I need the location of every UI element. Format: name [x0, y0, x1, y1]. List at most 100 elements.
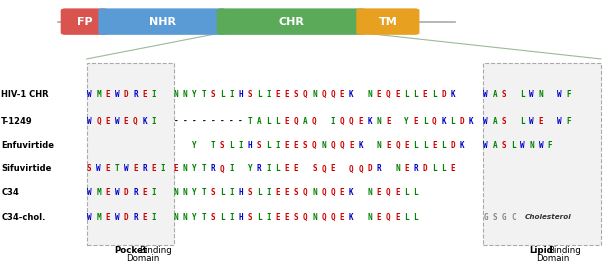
- Text: L: L: [511, 141, 515, 150]
- Text: N: N: [367, 188, 372, 197]
- Text: H: H: [239, 90, 243, 99]
- Text: E: E: [285, 117, 289, 126]
- Text: E: E: [294, 141, 298, 150]
- Text: E: E: [340, 188, 344, 197]
- Text: L: L: [413, 213, 418, 222]
- Text: Q: Q: [331, 188, 335, 197]
- Text: E: E: [432, 141, 436, 150]
- Text: L: L: [229, 141, 234, 150]
- Text: I: I: [229, 90, 234, 99]
- Text: E: E: [285, 90, 289, 99]
- Text: S: S: [312, 165, 317, 173]
- Text: N: N: [312, 213, 317, 222]
- Text: Q: Q: [294, 117, 298, 126]
- Text: Domain: Domain: [537, 254, 569, 262]
- Text: E: E: [294, 165, 298, 173]
- Text: K: K: [450, 90, 455, 99]
- Text: A: A: [257, 117, 262, 126]
- Text: L: L: [220, 188, 225, 197]
- Text: E: E: [331, 165, 335, 173]
- Text: L: L: [423, 141, 427, 150]
- Text: L: L: [257, 213, 262, 222]
- Text: W: W: [96, 165, 101, 173]
- Text: S: S: [502, 141, 506, 150]
- Text: W: W: [87, 213, 92, 222]
- Text: Binding: Binding: [140, 246, 172, 255]
- Text: E: E: [349, 141, 354, 150]
- Text: G: G: [483, 213, 488, 222]
- Text: Y: Y: [404, 117, 409, 126]
- Text: Pocket: Pocket: [114, 246, 147, 255]
- Text: D: D: [124, 188, 129, 197]
- Text: Cholesterol: Cholesterol: [525, 215, 572, 220]
- Text: N: N: [529, 141, 534, 150]
- Text: T: T: [202, 188, 206, 197]
- Text: I: I: [152, 188, 156, 197]
- Text: Y: Y: [192, 213, 197, 222]
- Text: E: E: [275, 90, 280, 99]
- Text: A: A: [303, 117, 308, 126]
- Text: W: W: [115, 188, 119, 197]
- Text: E: E: [377, 213, 381, 222]
- Text: L: L: [450, 117, 455, 126]
- FancyBboxPatch shape: [61, 8, 108, 35]
- Text: S: S: [502, 117, 506, 126]
- Text: D: D: [450, 141, 455, 150]
- Text: N: N: [367, 213, 372, 222]
- FancyBboxPatch shape: [356, 8, 419, 35]
- Text: Q: Q: [331, 141, 335, 150]
- Text: Domain: Domain: [127, 254, 160, 262]
- Text: E: E: [377, 90, 381, 99]
- Text: I: I: [266, 90, 271, 99]
- Text: Binding: Binding: [548, 246, 581, 255]
- Text: I: I: [239, 141, 243, 150]
- Text: Q: Q: [321, 188, 326, 197]
- Text: R: R: [413, 165, 418, 173]
- Text: N: N: [377, 117, 381, 126]
- Text: Q: Q: [312, 141, 317, 150]
- Text: C34-chol.: C34-chol.: [1, 213, 46, 222]
- Text: S: S: [294, 213, 298, 222]
- Text: E: E: [423, 90, 427, 99]
- Text: N: N: [538, 90, 543, 99]
- Text: Q: Q: [340, 117, 344, 126]
- Text: K: K: [469, 117, 473, 126]
- Text: K: K: [142, 117, 147, 126]
- Text: Q: Q: [386, 90, 390, 99]
- Text: W: W: [124, 165, 129, 173]
- Text: L: L: [275, 165, 280, 173]
- Text: W: W: [483, 90, 488, 99]
- Text: W: W: [87, 188, 92, 197]
- Text: L: L: [404, 213, 409, 222]
- Text: E: E: [133, 165, 138, 173]
- Text: Q: Q: [386, 188, 390, 197]
- Text: D: D: [441, 90, 446, 99]
- Text: R: R: [133, 213, 138, 222]
- Text: W: W: [87, 90, 92, 99]
- Text: Q: Q: [386, 213, 390, 222]
- Text: T: T: [202, 165, 206, 173]
- Text: -: -: [211, 117, 215, 126]
- Text: Q: Q: [432, 117, 436, 126]
- Text: R: R: [377, 165, 381, 173]
- Text: T-1249: T-1249: [1, 117, 33, 126]
- Text: S: S: [248, 188, 252, 197]
- Text: C34: C34: [1, 188, 19, 197]
- Text: Q: Q: [303, 90, 308, 99]
- Text: I: I: [266, 165, 271, 173]
- Text: N: N: [174, 90, 178, 99]
- Text: E: E: [340, 90, 344, 99]
- Text: R: R: [142, 165, 147, 173]
- Text: K: K: [459, 141, 464, 150]
- Text: E: E: [285, 165, 289, 173]
- Text: FP: FP: [76, 17, 92, 27]
- Text: D: D: [459, 117, 464, 126]
- Text: Q: Q: [395, 141, 400, 150]
- Text: Y: Y: [192, 188, 197, 197]
- FancyBboxPatch shape: [217, 8, 366, 35]
- Text: N: N: [312, 90, 317, 99]
- Text: S: S: [211, 213, 215, 222]
- Text: S: S: [211, 90, 215, 99]
- Text: Q: Q: [321, 165, 326, 173]
- Text: I: I: [275, 141, 280, 150]
